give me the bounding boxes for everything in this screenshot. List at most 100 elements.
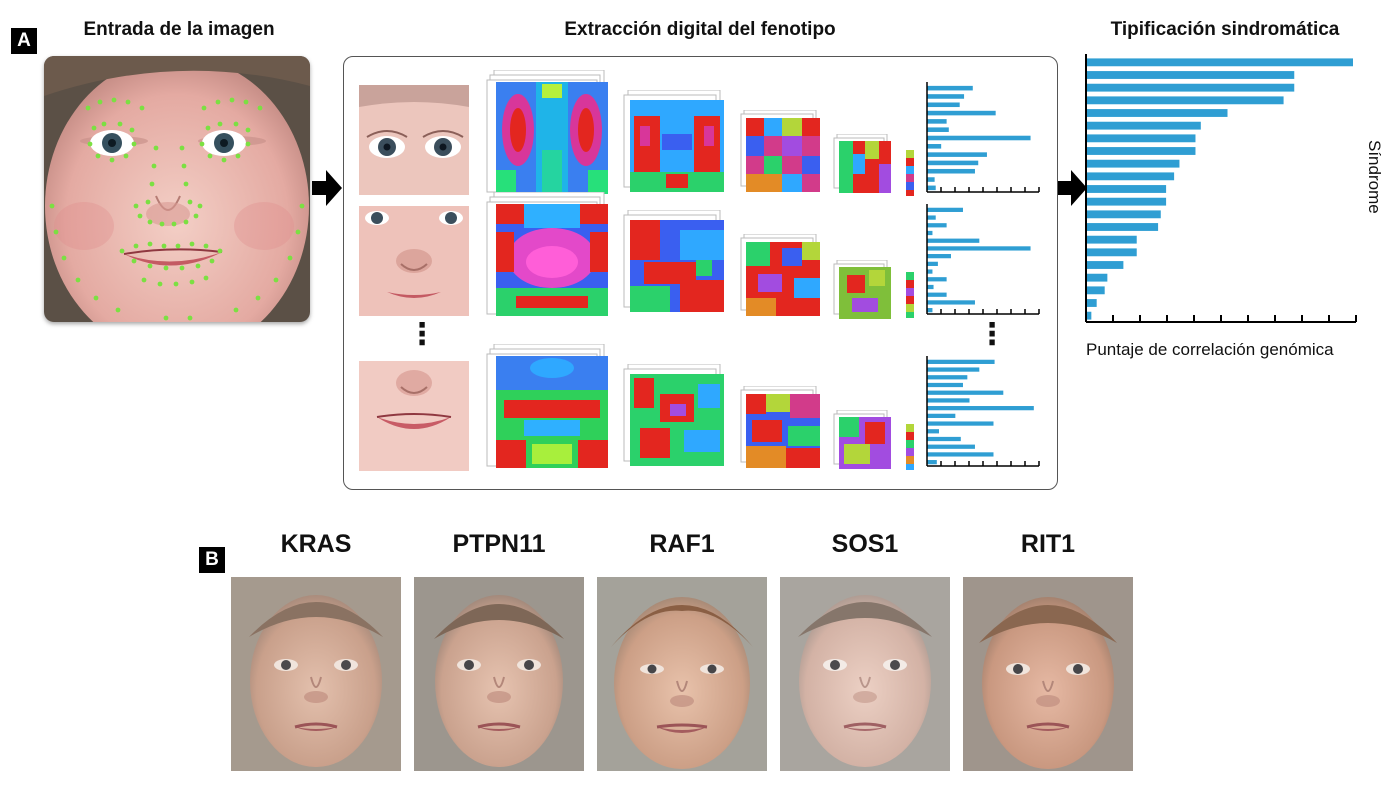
bar xyxy=(927,254,951,259)
feature-map-stack-7 xyxy=(740,110,820,192)
feature-map-stack-11 xyxy=(833,260,891,319)
feature-map-stack-5 xyxy=(623,210,724,312)
arrow-right-icon xyxy=(312,170,342,206)
feature-column-3 xyxy=(906,424,914,470)
composite-face-ptpn11 xyxy=(414,577,584,771)
input-title: Entrada de la imagen xyxy=(83,19,275,40)
bar xyxy=(1086,223,1159,231)
bar xyxy=(927,308,933,313)
bar xyxy=(1086,172,1175,181)
bar xyxy=(927,269,933,274)
bar xyxy=(927,375,968,380)
bar xyxy=(927,160,979,166)
bar xyxy=(1086,311,1092,320)
bar xyxy=(1086,286,1105,295)
bar xyxy=(927,144,942,149)
feature-vector-chart-3 xyxy=(926,356,1040,467)
vertical-ellipsis: ⋮ xyxy=(977,320,1007,350)
feature-map-stack-12 xyxy=(833,410,891,469)
bar xyxy=(1086,159,1180,168)
feature-map-stack-3 xyxy=(486,344,608,468)
bar xyxy=(1086,96,1284,105)
panel-b-badge: B xyxy=(199,547,225,573)
bar xyxy=(927,421,994,426)
bar xyxy=(927,230,933,236)
gene-label-kras: KRAS xyxy=(280,530,352,558)
mouth-region-crop xyxy=(359,361,469,471)
bar xyxy=(927,152,987,157)
nose-region-crop xyxy=(359,206,469,316)
x-axis-label: Puntaje de correlación genómica xyxy=(1086,340,1334,359)
feature-map-stack-1 xyxy=(486,70,608,194)
bar xyxy=(927,300,975,305)
bar xyxy=(927,102,960,108)
bar xyxy=(927,398,970,403)
feature-vector-chart-2 xyxy=(926,204,1040,315)
bar xyxy=(1086,299,1097,307)
gene-label-raf1: RAF1 xyxy=(649,530,715,558)
bar xyxy=(927,413,956,418)
bar xyxy=(927,429,939,434)
composite-face-sos1 xyxy=(780,577,950,771)
bar xyxy=(927,127,949,132)
bar xyxy=(927,215,936,220)
feature-map-stack-8 xyxy=(740,234,820,316)
feature-map-stack-10 xyxy=(833,134,891,193)
bar xyxy=(927,382,963,388)
feature-map-stack-6 xyxy=(623,364,724,466)
bar xyxy=(927,135,1031,141)
arrow-right-icon xyxy=(1057,170,1087,206)
bar xyxy=(927,110,996,116)
y-axis-label: Síndrome xyxy=(1365,140,1384,214)
facial-landmarks xyxy=(49,97,305,321)
bar xyxy=(1086,121,1201,130)
bar xyxy=(1086,197,1167,206)
syndrome-ranking-chart xyxy=(1085,54,1357,323)
bar xyxy=(1086,134,1196,143)
bar xyxy=(927,177,935,182)
bar xyxy=(927,119,947,124)
feature-map-stack-4 xyxy=(623,90,724,192)
bar xyxy=(927,261,938,266)
bar xyxy=(1086,83,1295,92)
bar xyxy=(927,444,975,449)
bar xyxy=(927,284,934,290)
bar xyxy=(927,207,963,212)
bar xyxy=(927,460,937,465)
bar xyxy=(927,246,1031,251)
bar xyxy=(927,168,975,174)
feature-vector-chart-1 xyxy=(926,82,1040,193)
feature-map-stack-2 xyxy=(486,192,608,316)
composite-face-kras xyxy=(231,577,401,771)
input-face-photo xyxy=(44,56,310,322)
typing-title: Tipificación sindromática xyxy=(1110,19,1340,40)
bar xyxy=(927,452,994,457)
extraction-title: Extracción digital del fenotipo xyxy=(564,19,836,40)
bar xyxy=(927,367,980,372)
bar xyxy=(1086,261,1124,269)
bar xyxy=(1086,147,1196,155)
bar xyxy=(927,94,965,99)
bar xyxy=(927,406,1034,411)
bar xyxy=(927,223,947,228)
bar xyxy=(1086,185,1167,193)
bar xyxy=(927,359,995,364)
composite-face-raf1 xyxy=(597,577,767,771)
feature-column-2 xyxy=(906,272,914,318)
bar xyxy=(927,292,947,297)
feature-column-1 xyxy=(906,150,914,196)
bar xyxy=(927,238,980,243)
panel-a-badge: A xyxy=(11,28,37,54)
composite-face-rit1 xyxy=(963,577,1133,771)
gene-label-rit1: RIT1 xyxy=(1020,530,1076,558)
vertical-ellipsis: ⋮ xyxy=(407,320,437,350)
bar xyxy=(927,436,961,442)
feature-map-stack-9 xyxy=(740,386,820,468)
bar xyxy=(927,85,973,91)
gene-label-ptpn11: PTPN11 xyxy=(452,530,546,558)
gene-label-sos1: SOS1 xyxy=(831,530,899,558)
bar xyxy=(1086,235,1137,244)
bar xyxy=(927,390,1004,395)
bar xyxy=(927,277,947,282)
bar xyxy=(1086,109,1228,117)
